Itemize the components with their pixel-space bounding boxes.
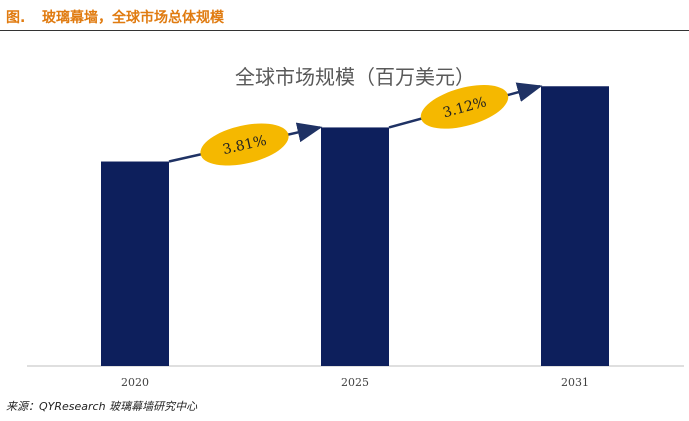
chart-title: 全球市场规模（百万美元） [235,65,475,89]
source-note: 来源：QYResearch 玻璃幕墙研究中心 [6,400,198,413]
bar-2020 [101,161,169,366]
x-tick-label: 2031 [561,376,589,389]
header-divider [0,30,689,31]
figure-title: 玻璃幕墙，全球市场总体规模 [42,10,224,26]
bar-2025 [321,127,389,366]
x-tick-label: 2025 [341,376,369,389]
figure-label: 图. [6,10,26,26]
figure-header: 图. 玻璃幕墙，全球市场总体规模 [0,0,689,32]
x-tick-label: 2020 [121,376,149,389]
growth-label-bubble [420,85,509,129]
growth-label-bubble [200,123,289,166]
bar-2031 [541,86,609,366]
